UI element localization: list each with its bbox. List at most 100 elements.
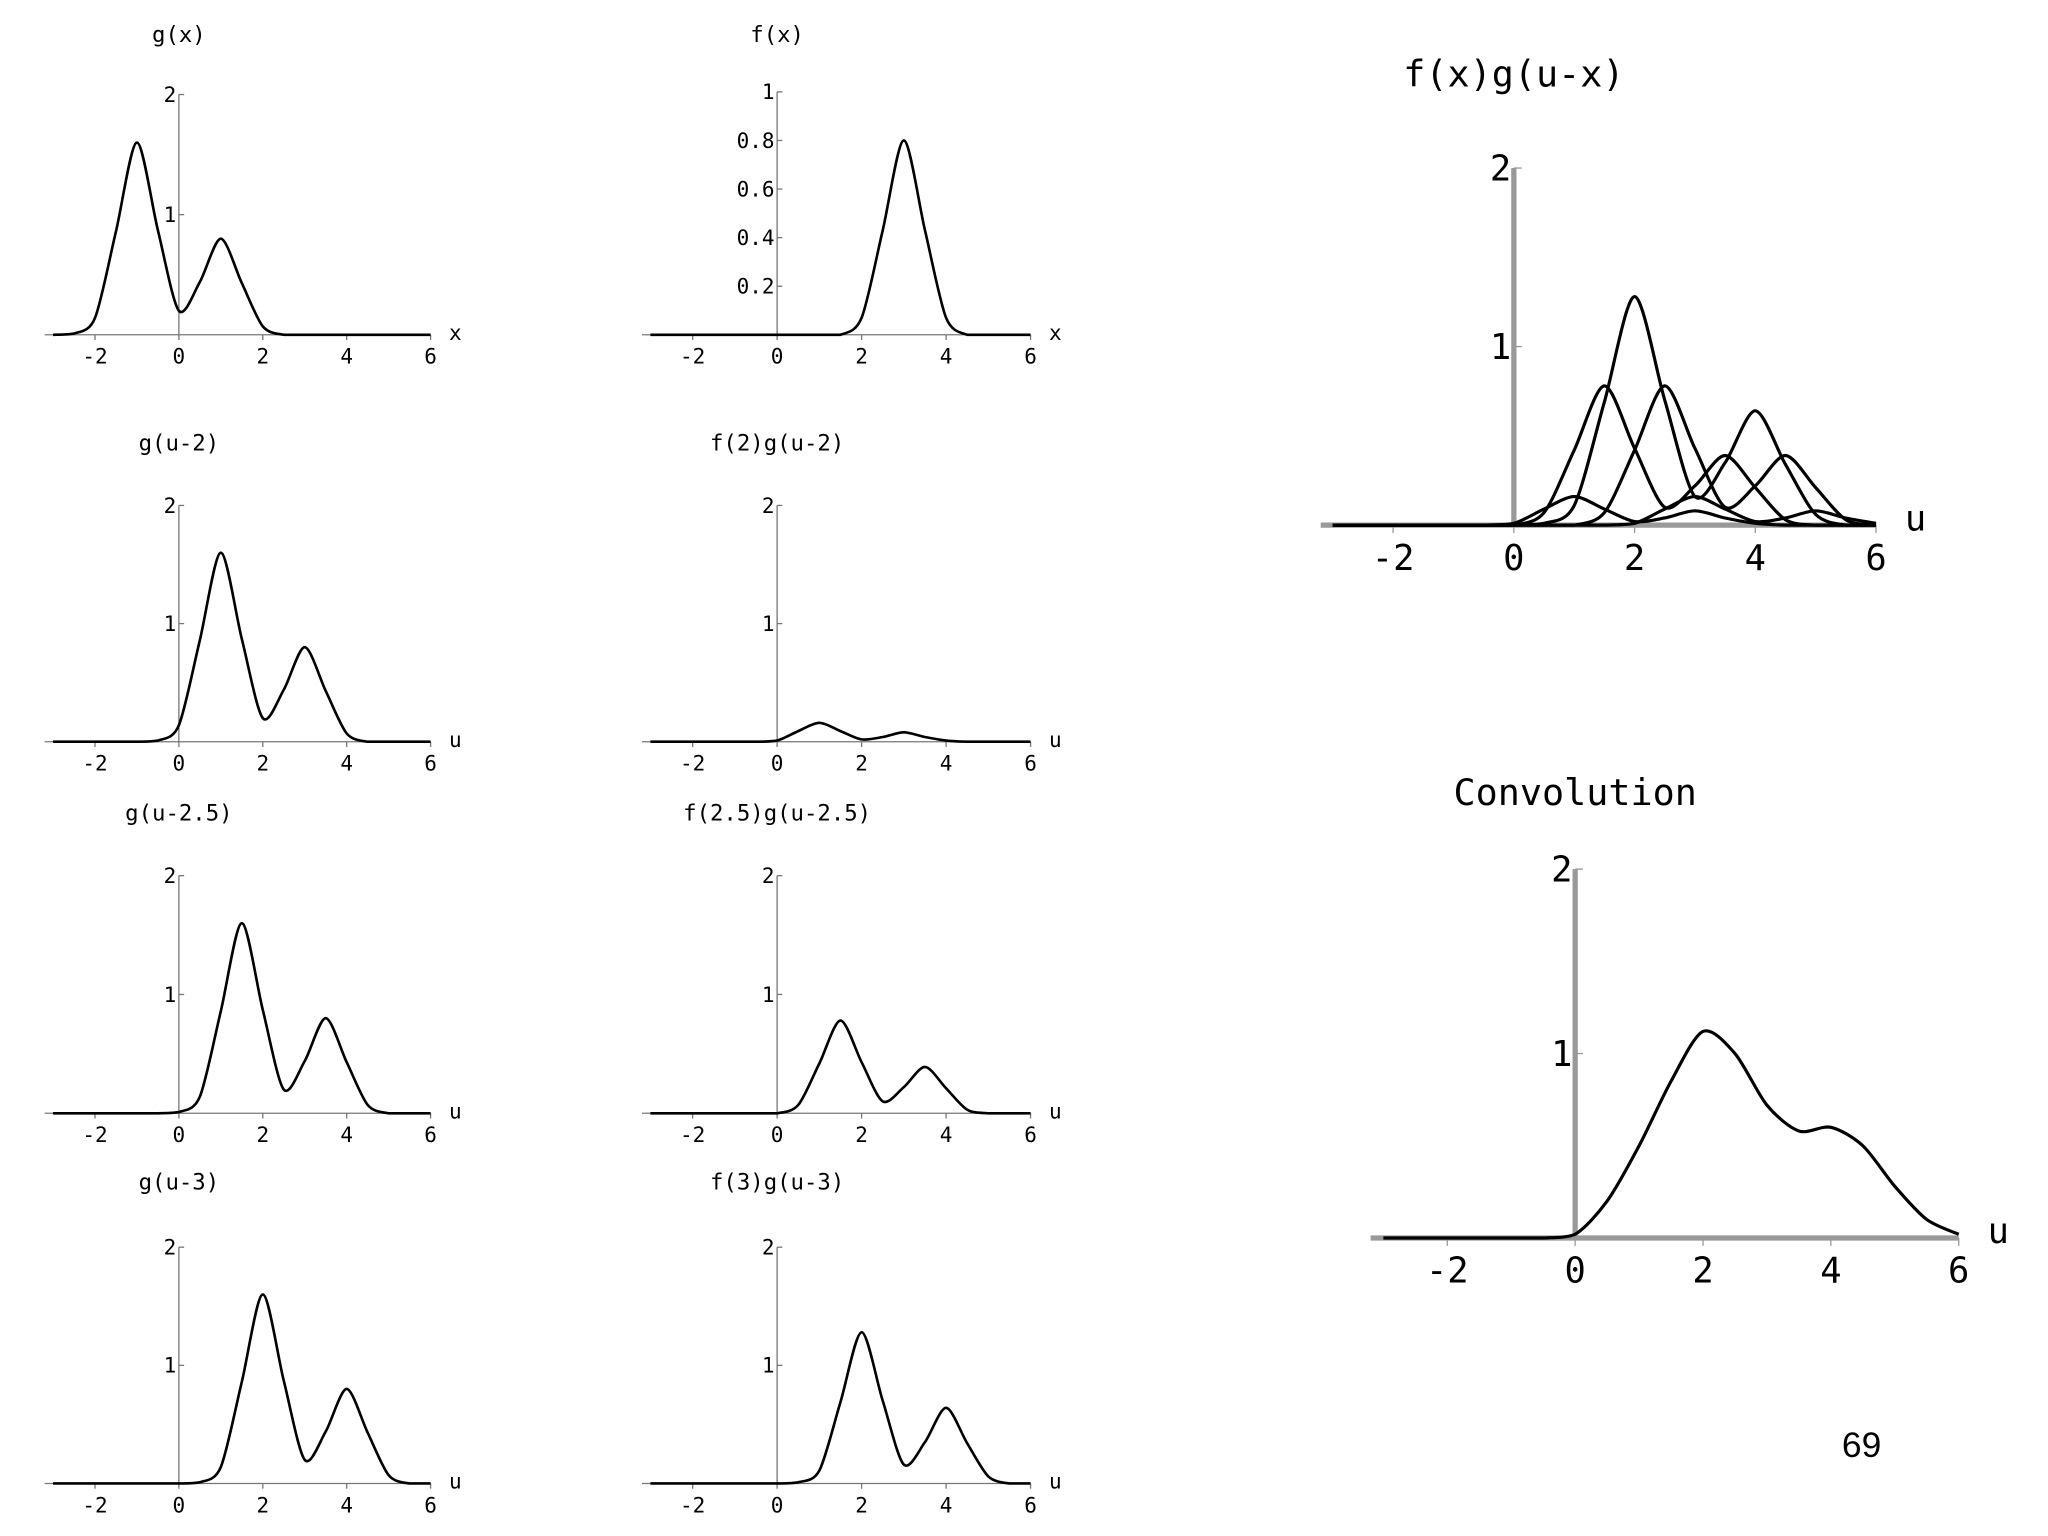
curve [650,139,1031,337]
x-tick-label: -2 [680,1493,705,1517]
y-tick-label: 2 [164,1236,177,1260]
x-tick-label: 6 [424,345,437,369]
x-tick-label: 4 [940,1493,953,1517]
curve [53,1293,431,1485]
x-axis-label: u [1049,728,1062,752]
chart-title: f(2.5)g(u-2.5) [683,801,871,827]
x-tick-label: 0 [1503,538,1524,579]
page-number: 69 [1842,1425,1881,1465]
x-axis-label: u [1988,1211,2009,1252]
x-tick-label: 6 [1024,345,1037,369]
x-tick-label: 2 [256,345,269,369]
x-tick-label: -2 [1426,1251,1469,1292]
x-tick-label: 2 [855,1493,868,1517]
y-tick-label: 0.8 [737,129,775,153]
x-axis-label: u [1905,498,1926,539]
x-tick-label: 2 [256,1493,269,1517]
x-tick-label: 2 [256,752,269,776]
x-tick-label: 0 [173,1493,186,1517]
x-tick-label: 2 [855,1123,868,1147]
x-tick-label: -2 [680,345,705,369]
chart-title: g(u-3) [139,1169,220,1195]
y-tick-label: 2 [164,83,177,107]
x-tick-label: 0 [771,1123,784,1147]
x-tick-label: 4 [940,752,953,776]
x-tick-label: -2 [1372,538,1415,579]
x-tick-label: -2 [680,1123,705,1147]
x-tick-label: 6 [424,1123,437,1147]
x-tick-label: -2 [82,1493,107,1517]
curve [650,1330,1031,1485]
chart-title: g(u-2.5) [125,801,232,827]
x-axis-label: x [1049,321,1062,345]
x-tick-label: 2 [1692,1251,1713,1292]
x-tick-label: 4 [1745,538,1766,579]
x-tick-label: 0 [771,752,784,776]
x-axis-label: u [449,1470,462,1494]
y-tick-label: 1 [1551,1034,1572,1075]
x-tick-label: 0 [771,1493,784,1517]
x-tick-label: 4 [940,1123,953,1147]
y-tick-label: 2 [762,1236,775,1260]
curve [52,141,431,337]
x-tick-label: -2 [82,1123,107,1147]
x-tick-label: 0 [173,345,186,369]
x-tick-label: -2 [82,752,107,776]
x-tick-label: 2 [855,345,868,369]
chart-title: f(3)g(u-3) [710,1169,844,1195]
curve [650,721,1031,744]
x-tick-label: 4 [340,345,353,369]
x-tick-label: 2 [256,1123,269,1147]
y-tick-label: 1 [164,203,177,227]
chart-title: g(x) [152,22,206,48]
y-tick-label: 1 [762,612,775,636]
x-tick-label: 4 [1820,1251,1841,1292]
x-axis-label: u [449,728,462,752]
y-tick-label: 1 [164,983,177,1007]
curve [1332,494,1877,527]
y-tick-label: 2 [1551,849,1572,890]
y-tick-label: 1 [762,1354,775,1378]
x-tick-label: 6 [1024,1123,1037,1147]
x-tick-label: 6 [424,752,437,776]
x-tick-label: 6 [1865,538,1886,579]
x-tick-label: 0 [771,345,784,369]
x-tick-label: 4 [940,345,953,369]
y-tick-label: 0.2 [737,275,775,299]
x-tick-label: 6 [424,1493,437,1517]
chart-title: f(2)g(u-2) [710,430,844,456]
y-tick-label: 2 [164,864,177,888]
x-tick-label: 4 [340,1123,353,1147]
chart-title: f(x)g(u-x) [1403,53,1624,96]
x-tick-label: 4 [340,1493,353,1517]
x-tick-label: 6 [1024,752,1037,776]
y-tick-label: 2 [762,494,775,518]
x-tick-label: 6 [1024,1493,1037,1517]
y-tick-label: 2 [762,864,775,888]
x-tick-label: 4 [340,752,353,776]
y-tick-label: 1 [164,1354,177,1378]
x-tick-label: 0 [1564,1251,1585,1292]
x-tick-label: 2 [855,752,868,776]
curve [53,551,431,744]
x-tick-label: 2 [1624,538,1645,579]
y-tick-label: 0.6 [737,177,775,201]
y-tick-label: 2 [164,494,177,518]
x-axis-label: x [449,321,462,345]
y-tick-label: 0.4 [737,226,775,250]
y-tick-label: 2 [1490,148,1511,189]
y-tick-label: 1 [164,612,177,636]
chart-title: g(u-2) [139,430,220,456]
y-tick-label: 1 [1490,327,1511,368]
x-tick-label: -2 [680,752,705,776]
x-tick-label: 0 [173,752,186,776]
x-axis-label: u [1049,1470,1062,1494]
chart-title: f(x) [750,22,804,48]
x-tick-label: -2 [82,345,107,369]
chart-title: Convolution [1453,771,1696,814]
y-tick-label: 1 [762,983,775,1007]
x-axis-label: u [449,1100,462,1124]
x-tick-label: 6 [1948,1251,1969,1292]
